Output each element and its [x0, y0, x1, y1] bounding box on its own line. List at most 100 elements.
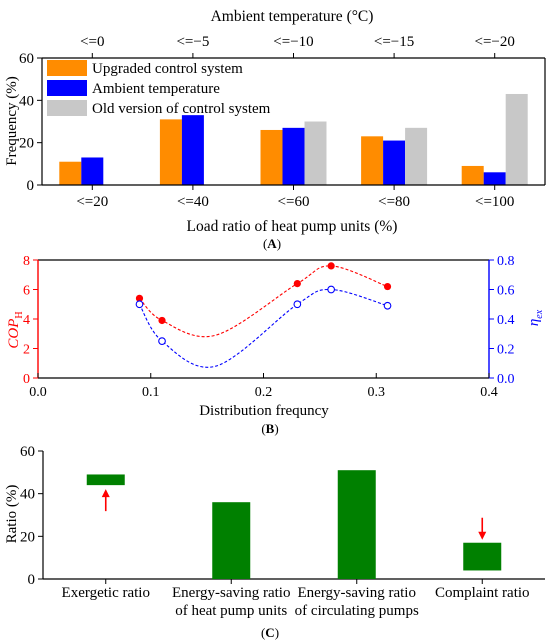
- panel-a-bar: [159, 119, 182, 185]
- panel-c-x-tick-label: Energy-saving ratio: [172, 585, 290, 601]
- panel-a-top-tick-label: <=−5: [176, 34, 209, 50]
- panel-a-bar: [81, 157, 104, 185]
- panel-b-fit-curve: [138, 288, 388, 368]
- panel-b-right-axis-label-sub: ex: [534, 309, 545, 318]
- panel-b-x-axis-label: Distribution frequncy: [199, 403, 329, 419]
- panel-b-point-eta: [135, 300, 144, 309]
- panel-b-right-tick-label: 0.6: [497, 284, 515, 299]
- panel-b-x-tick-label: 0.1: [142, 385, 160, 400]
- panel-a-x-tick-label: <=60: [278, 194, 310, 210]
- panel-a-bar: [59, 161, 82, 185]
- panel-b-point-eta: [327, 285, 336, 294]
- panel-a-top-tick-label: <=−15: [374, 34, 414, 50]
- panel-c-x-tick-label: of circulating pumps: [295, 603, 419, 619]
- panel-c-bar: [86, 474, 125, 486]
- panel-b-x-tick-label: 0.2: [255, 385, 273, 400]
- panel-c-bar: [337, 470, 376, 579]
- panel-b-left-tick-label: 0: [23, 372, 30, 387]
- panel-b-right-tick-label: 0.8: [497, 254, 515, 269]
- panel-b-left-axis-label-main: COP: [6, 319, 22, 349]
- panel-a-x-tick-label: <=100: [475, 194, 514, 210]
- panel-a-y-tick-label: 40: [19, 93, 34, 109]
- panel-c-y-axis-label: Ratio (%): [4, 485, 20, 544]
- panel-b-point-eta: [158, 337, 166, 345]
- panel-a-bar: [304, 121, 327, 185]
- panel-a-top-tick-labels: <=0 <=−5 <=−10 <=−15 <=−20: [80, 34, 515, 50]
- panel-a-legend-label: Upgraded control system: [92, 61, 243, 77]
- panel-b-x-tick-label: 0.3: [368, 385, 386, 400]
- panel-a-legend-label: Ambient temperature: [92, 81, 220, 97]
- panel-a-x-tick-labels: <=20 <=40 <=60 <=80 <=100: [76, 194, 514, 210]
- panel-a: Ambient temperature (°C) <=0 <=−5 <=−10 <=−…: [4, 8, 546, 251]
- panel-a-x-tick-label: <=40: [177, 194, 209, 210]
- panel-c-bars: [86, 470, 502, 579]
- panel-b-point-cop: [293, 280, 301, 288]
- panel-c-y-tick-label: 40: [20, 487, 35, 503]
- panel-b-right-tick-label: 0.4: [497, 313, 515, 328]
- panel-b-point-eta: [383, 301, 392, 310]
- panel-a-x-axis-label: Load ratio of heat pump units (%): [187, 218, 398, 235]
- panel-c-y-tick-label: 20: [20, 529, 35, 545]
- panel-a-bars: [59, 93, 528, 185]
- panel-a-label: (A): [263, 236, 281, 251]
- panel-a-x-tick-label: <=20: [76, 194, 108, 210]
- panel-b-axes: [33, 259, 494, 379]
- panel-a-legend-label: Old version of control system: [92, 101, 271, 117]
- panel-a-legend: Upgraded control system Ambient temperatu…: [47, 60, 271, 117]
- panel-a-bar: [181, 115, 204, 185]
- panel-a-bar: [383, 140, 406, 185]
- panel-c-y-tick-label: 60: [20, 444, 35, 460]
- panel-c-bar: [212, 502, 251, 579]
- panel-b-label: (B): [261, 421, 278, 436]
- panel-b-fit-curve: [139, 265, 388, 338]
- panel-a-bar: [461, 165, 484, 185]
- panel-b-right-axis-label-main: η: [526, 319, 542, 326]
- panel-b-points: [135, 262, 392, 345]
- panel-c-label: (C): [261, 625, 279, 640]
- panel-a-top-tick-label: <=−20: [475, 34, 515, 50]
- panel-c: 0 20 40 60 Exergetic ratio Energy-saving rati…: [4, 444, 545, 640]
- panel-b-right-tick-label: 0.2: [497, 343, 515, 358]
- panel-a-top-axis-title: Ambient temperature (°C): [211, 8, 374, 25]
- panel-b-left-tick-label: 4: [23, 313, 30, 328]
- panel-a-bar: [282, 127, 305, 185]
- panel-b-point-eta: [293, 300, 302, 309]
- panel-b-left-axis-label-sub: H: [14, 311, 25, 318]
- panel-a-y-tick-label: 20: [19, 136, 34, 152]
- panel-b-left-tick-label: 6: [23, 284, 30, 299]
- panel-b-left-tick-label: 2: [23, 343, 30, 358]
- panel-c-down-arrow-head: [478, 531, 487, 540]
- panel-a-bar: [483, 172, 506, 185]
- panel-a-y-tick-label: 60: [19, 51, 34, 67]
- panel-a-y-tick-label: 0: [27, 178, 35, 194]
- panel-b-tick-labels: 0.0 0.1 0.2 0.3 0.4 0 2 4 6 8 0.0 0.2 0.4 0.6 0.8: [23, 254, 515, 400]
- panel-b-x-tick-label: 0.0: [29, 385, 47, 400]
- panel-b: 0.0 0.1 0.2 0.3 0.4 0 2 4 6 8 0.0 0.2 0.4 0.6 0.8 COPH…: [6, 254, 545, 436]
- panel-a-legend-swatch: [47, 80, 87, 96]
- panel-b-left-tick-label: 8: [23, 254, 30, 269]
- panel-a-top-tick-label: <=0: [80, 34, 104, 50]
- panel-a-y-tick-labels: 0 20 40 60: [19, 51, 34, 194]
- panel-a-y-axis-label: Frequency (%): [4, 76, 20, 166]
- panel-c-x-tick-label: of heat pump units: [175, 603, 287, 619]
- panel-c-axes: [38, 450, 545, 584]
- panel-b-point-cop: [383, 282, 392, 291]
- panel-b-fit-curves: [138, 265, 388, 368]
- panel-c-x-tick-label: Complaint ratio: [435, 585, 530, 601]
- panel-a-bar: [260, 129, 283, 185]
- panel-a-bar: [405, 127, 428, 185]
- panel-b-point-cop: [135, 294, 144, 302]
- panel-b-x-tick-label: 0.4: [480, 385, 498, 400]
- panel-a-legend-swatch: [47, 60, 87, 76]
- panel-a-top-tick-label: <=−10: [273, 34, 313, 50]
- panel-a-bar: [361, 136, 384, 185]
- panel-b-left-axis-label: COPH: [6, 311, 25, 348]
- panel-b-point-cop: [158, 316, 166, 325]
- panel-a-legend-swatch: [47, 100, 87, 116]
- panel-b-right-tick-label: 0.0: [497, 372, 515, 387]
- panel-c-tick-labels: 0 20 40 60 Exergetic ratio Energy-saving rati…: [20, 444, 530, 619]
- panel-c-x-tick-label: Exergetic ratio: [62, 585, 150, 601]
- panel-c-x-tick-label: Energy-saving ratio: [298, 585, 416, 601]
- panel-a-axes: [37, 53, 546, 190]
